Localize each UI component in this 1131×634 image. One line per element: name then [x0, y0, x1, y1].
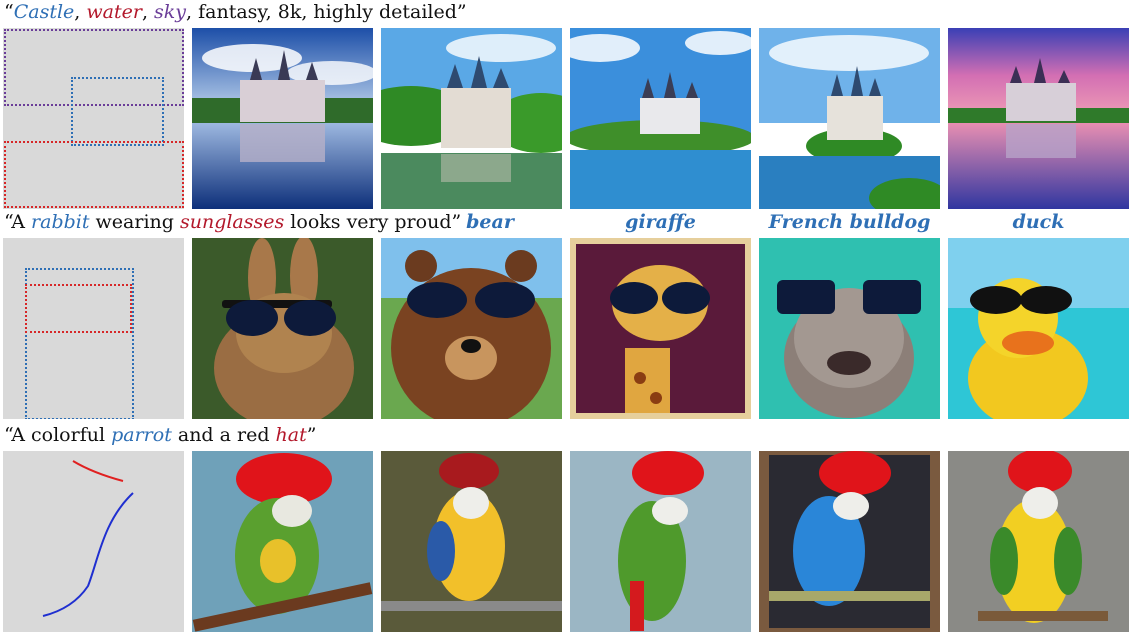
giraffe-sunglasses-image — [570, 238, 751, 419]
parrot-hat-image-2 — [381, 451, 562, 632]
caption-part-rabbit: rabbit — [31, 211, 90, 233]
duck-sunglasses-image — [948, 238, 1129, 419]
castle-image-2 — [381, 28, 562, 209]
caption-part: wearing — [89, 211, 180, 233]
caption-part: “A colorful — [4, 424, 112, 446]
sublabel-giraffe: giraffe — [625, 211, 696, 233]
caption-part-parrot: parrot — [111, 424, 172, 446]
hat-scribble — [72, 460, 124, 482]
caption-part: “ — [4, 1, 14, 23]
castle-region-box — [71, 77, 164, 146]
row2-layout-panel — [3, 238, 184, 419]
castle-image-1 — [192, 28, 373, 209]
caption-part: , fantasy, 8k, highly detailed” — [186, 1, 467, 23]
parrot-hat-image-4 — [759, 451, 940, 632]
row1-caption: “Castle, water, sky, fantasy, 8k, highly… — [4, 1, 467, 23]
caption-part: and a red — [171, 424, 276, 446]
sublabel-duck: duck — [1012, 211, 1065, 233]
row1-layout-panel — [3, 28, 184, 209]
row3-layout-panel — [3, 451, 184, 632]
sky-region-box — [4, 29, 184, 106]
caption-part: , — [141, 1, 155, 23]
bulldog-sunglasses-image — [759, 238, 940, 419]
row2-caption: “A rabbit wearing sunglasses looks very … — [4, 211, 461, 233]
castle-image-5 — [948, 28, 1129, 209]
bear-sunglasses-image — [381, 238, 562, 419]
castle-image-4 — [759, 28, 940, 209]
parrot-scribble — [42, 492, 134, 617]
rabbit-region-box — [25, 268, 134, 419]
caption-part: “A — [4, 211, 32, 233]
castle-image-3 — [570, 28, 751, 209]
sunglasses-region-box — [25, 284, 132, 333]
caption-part-sky: sky — [154, 1, 187, 23]
caption-part-hat: hat — [275, 424, 307, 446]
water-region-box — [4, 141, 184, 208]
sublabel-french-bulldog: French bulldog — [768, 211, 931, 233]
rabbit-sunglasses-image — [192, 238, 373, 419]
row3-caption: “A colorful parrot and a red hat” — [4, 424, 316, 446]
caption-part-castle: Castle — [13, 1, 75, 23]
caption-part-sunglasses: sunglasses — [179, 211, 285, 233]
caption-part-water: water — [86, 1, 142, 23]
caption-part: ” — [306, 424, 317, 446]
caption-part: , — [74, 1, 87, 23]
parrot-hat-image-5 — [948, 451, 1129, 632]
caption-part: looks very proud” — [284, 211, 462, 233]
parrot-hat-image-3 — [570, 451, 751, 632]
parrot-hat-image-1 — [192, 451, 373, 632]
sublabel-bear: bear — [466, 211, 514, 233]
